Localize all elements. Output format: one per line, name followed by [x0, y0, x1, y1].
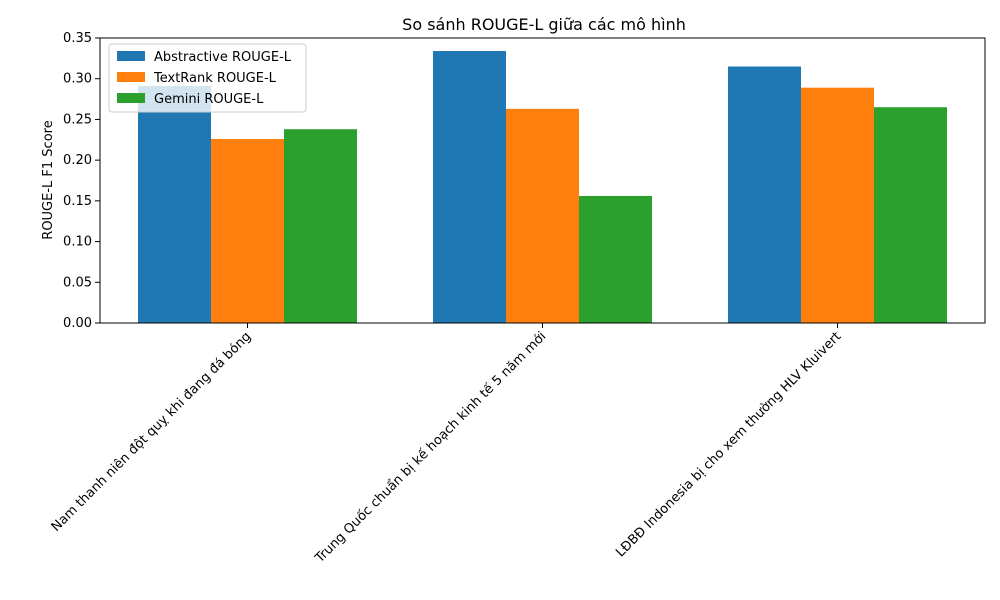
bar-1-2: [433, 51, 506, 324]
bar-3-1: [284, 129, 357, 323]
y-tick-label: 0.00: [63, 316, 92, 331]
legend-swatch-2: [117, 72, 145, 82]
y-tick-label: 0.20: [63, 153, 92, 168]
legend-swatch-3: [117, 93, 145, 103]
bar-3-2: [579, 195, 652, 323]
x-tick-label: Nam thanh niên đột quỵ khi đang đá bóng: [49, 329, 255, 535]
x-axis: Nam thanh niên đột quỵ khi đang đá bóng T…: [49, 323, 844, 567]
y-axis: 0.00 0.05 0.10 0.15 0.20 0.25 0.30 0.35: [63, 31, 100, 331]
legend-label-2: TextRank ROUGE-L: [153, 71, 277, 86]
y-tick-label: 0.25: [63, 112, 92, 127]
y-tick-label: 0.05: [63, 275, 92, 290]
bar-1-3: [728, 66, 801, 323]
y-axis-label: ROUGE-L F1 Score: [41, 120, 56, 239]
x-tick-label: Trung Quốc chuẩn bị kế hoạch kinh tế 5 n…: [312, 329, 549, 566]
x-tick-label: LĐBĐ Indonesia bị cho xem thường HLV Klu…: [613, 329, 844, 560]
y-tick-label: 0.10: [63, 235, 92, 250]
legend-label-1: Abstractive ROUGE-L: [154, 50, 292, 65]
legend-box: [108, 43, 307, 113]
legend: Abstractive ROUGE-L TextRank ROUGE-L Gemin…: [108, 43, 307, 113]
bar-2-2: [506, 108, 579, 323]
bars-group: [138, 51, 947, 324]
y-tick-label: 0.30: [63, 72, 92, 87]
y-tick-label: 0.15: [63, 194, 92, 209]
bar-2-1: [211, 138, 284, 323]
y-tick-label: 0.35: [63, 31, 92, 46]
bar-1-1: [138, 86, 211, 324]
chart-title: So sánh ROUGE-L giữa các mô hình: [402, 15, 686, 34]
legend-swatch-1: [117, 51, 145, 61]
bar-2-3: [801, 87, 874, 324]
bar-3-3: [874, 107, 947, 323]
plot-frame: [99, 37, 986, 324]
legend-label-3: Gemini ROUGE-L: [154, 92, 264, 107]
